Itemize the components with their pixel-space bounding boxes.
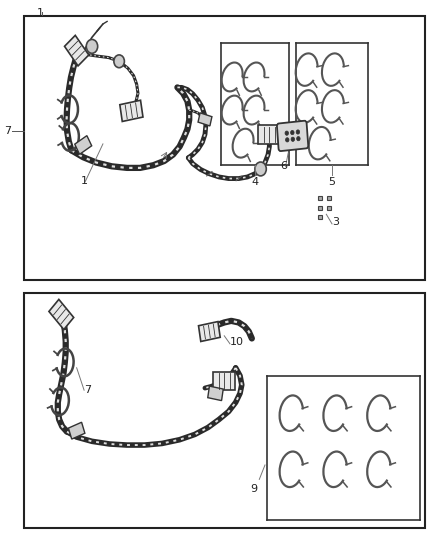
FancyBboxPatch shape	[49, 300, 74, 329]
Text: 10: 10	[230, 337, 244, 348]
FancyBboxPatch shape	[198, 321, 220, 342]
FancyBboxPatch shape	[213, 372, 235, 390]
Text: 5: 5	[328, 177, 335, 187]
Bar	[208, 386, 223, 401]
Text: 9: 9	[251, 484, 258, 494]
Text: 4: 4	[251, 177, 259, 187]
Circle shape	[291, 137, 295, 141]
Circle shape	[296, 130, 300, 134]
Text: 7: 7	[4, 126, 11, 135]
Bar	[198, 113, 212, 126]
FancyBboxPatch shape	[277, 121, 308, 151]
FancyBboxPatch shape	[64, 35, 89, 66]
Circle shape	[255, 162, 266, 176]
Circle shape	[285, 131, 289, 135]
Circle shape	[86, 39, 98, 53]
Circle shape	[297, 136, 300, 141]
Bar	[68, 422, 85, 439]
Circle shape	[114, 55, 124, 68]
Text: 1: 1	[81, 176, 88, 186]
Text: 3: 3	[332, 217, 339, 228]
Text: 7: 7	[84, 385, 91, 395]
FancyBboxPatch shape	[120, 100, 143, 122]
Circle shape	[286, 138, 289, 142]
Text: 1: 1	[37, 8, 44, 18]
Text: 6: 6	[280, 161, 287, 171]
FancyBboxPatch shape	[258, 125, 281, 143]
Bar	[75, 135, 92, 155]
Bar	[24, 293, 425, 528]
Circle shape	[290, 131, 294, 135]
Bar	[24, 16, 425, 280]
